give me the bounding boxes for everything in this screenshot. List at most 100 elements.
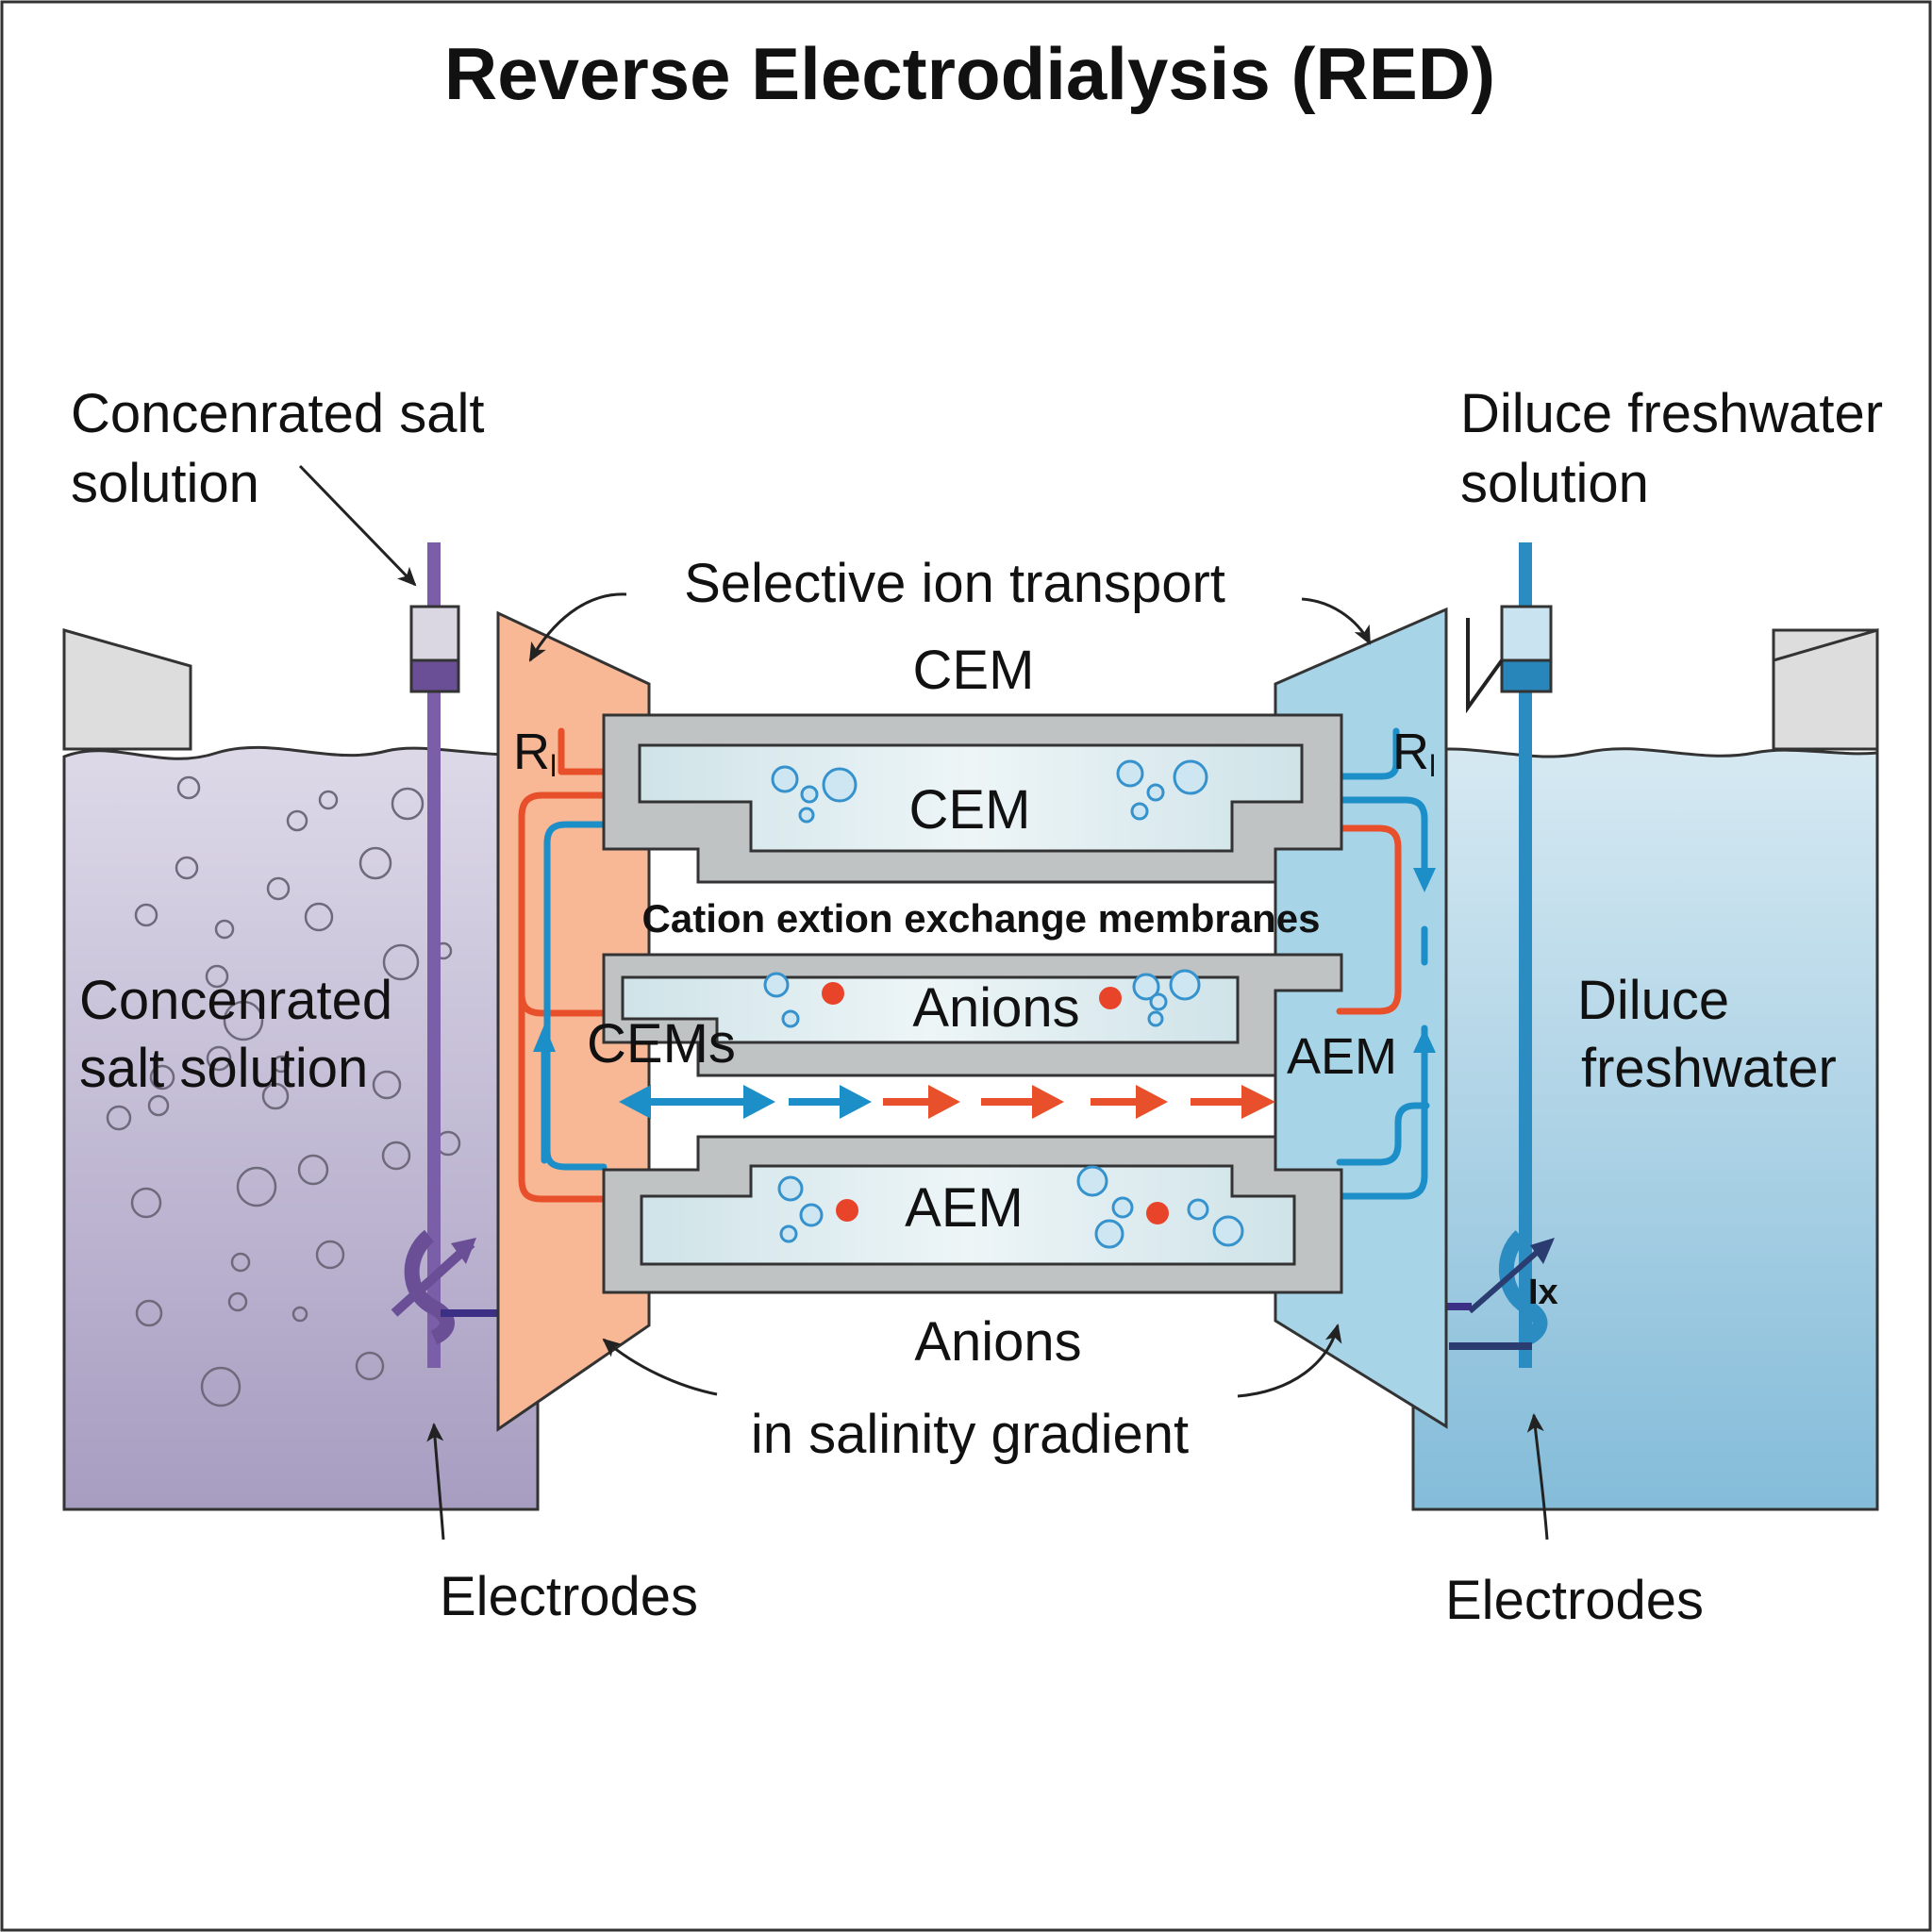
salinity-gradient-label: in salinity gradient bbox=[751, 1404, 1189, 1465]
right-circuit bbox=[1336, 727, 1436, 1200]
salt-bubble bbox=[176, 775, 201, 800]
salt-bubble bbox=[149, 1064, 175, 1091]
cation-bubble bbox=[777, 1175, 804, 1202]
arrow-red-1 bbox=[883, 1085, 960, 1119]
right-electrode bbox=[1340, 542, 1555, 1368]
cation-bubble bbox=[1094, 1219, 1124, 1249]
cation-bubble bbox=[1130, 802, 1149, 821]
anions-bottom-label: Anions bbox=[914, 1311, 1081, 1373]
salt-bubble bbox=[272, 1055, 291, 1074]
left-tank-wall bbox=[62, 628, 192, 751]
salt-bubble bbox=[304, 902, 334, 932]
cation-bubble bbox=[779, 1224, 798, 1243]
cation-bubble bbox=[799, 1203, 824, 1227]
anion-dot bbox=[836, 1199, 858, 1222]
resistor-left-label: Rl bbox=[513, 724, 557, 783]
salt-bubble bbox=[261, 1082, 290, 1110]
ion-transport-arrows bbox=[619, 1085, 1275, 1119]
labels: Concenrated salt solution Diluce freshwa… bbox=[71, 383, 1883, 1631]
salt-bubble bbox=[372, 1070, 402, 1100]
left-source-label-1: Concenrated salt bbox=[71, 383, 484, 444]
anion-dot bbox=[1146, 1202, 1169, 1224]
selective-transport-label: Selective ion transport bbox=[684, 553, 1225, 614]
cation-bubble bbox=[1173, 759, 1208, 795]
salt-bubble bbox=[318, 790, 339, 810]
cems-label: CEMs bbox=[587, 1013, 736, 1074]
diagram-title: Reverse Electrodialysis (RED) bbox=[444, 32, 1495, 115]
leader-electrode-right bbox=[1526, 1413, 1549, 1541]
salt-bubble bbox=[175, 856, 199, 880]
salt-bubble bbox=[206, 1045, 232, 1072]
salt-bubble bbox=[391, 787, 425, 821]
cation-bubble bbox=[1132, 973, 1160, 1001]
arrow-blue bbox=[789, 1085, 872, 1119]
cem-top-label: CEM bbox=[913, 640, 1035, 701]
cation-bubble bbox=[763, 972, 790, 998]
cation-bubble bbox=[771, 765, 799, 793]
left-electrode-rod bbox=[427, 542, 441, 1368]
salt-bubble bbox=[135, 1299, 163, 1327]
arrow-red-4 bbox=[1191, 1085, 1275, 1119]
cation-bubble bbox=[1169, 969, 1201, 1001]
left-electrode-switch bbox=[391, 1240, 475, 1317]
cation-bubble bbox=[798, 807, 815, 824]
electrodes-left-label: Electrodes bbox=[440, 1566, 698, 1627]
cation-bubble bbox=[781, 1009, 800, 1028]
salt-bubble bbox=[134, 903, 158, 927]
cation-membranes-label: Cation extion exchange membranes bbox=[642, 896, 1321, 941]
aem-membrane-bottom bbox=[602, 1135, 1343, 1294]
salt-bubble bbox=[291, 1306, 308, 1323]
salt-bubble bbox=[286, 809, 308, 832]
cation-bubble bbox=[822, 767, 858, 803]
right-electrode-rod bbox=[1519, 542, 1532, 1368]
cation-bubble bbox=[1146, 783, 1165, 802]
cation-bubble bbox=[1187, 1198, 1209, 1221]
salt-bubble bbox=[223, 1000, 264, 1041]
leader-gradient-right bbox=[1237, 1324, 1342, 1398]
salt-bubble bbox=[147, 1094, 170, 1117]
cation-bubble bbox=[1149, 992, 1168, 1011]
salt-bubble bbox=[205, 964, 229, 989]
left-tank-label-1: Concenrated bbox=[79, 970, 392, 1031]
left-tank bbox=[62, 628, 540, 1511]
leader-left-source bbox=[298, 464, 417, 587]
electrodes-right-label: Electrodes bbox=[1445, 1570, 1704, 1631]
salt-bubble bbox=[227, 1291, 248, 1312]
right-source-label-1: Diluce freshwater bbox=[1460, 383, 1883, 444]
salt-bubble bbox=[297, 1154, 329, 1186]
anion-dot bbox=[822, 982, 844, 1005]
aem-right-label: AEM bbox=[1287, 1028, 1397, 1085]
current-right-label: Ix bbox=[1528, 1273, 1558, 1312]
left-tank-label-2: salt solution bbox=[79, 1038, 368, 1099]
cation-bubble bbox=[1111, 1196, 1134, 1219]
salt-bubble bbox=[355, 1351, 385, 1381]
leader-selective-left bbox=[528, 592, 627, 662]
arrow-blue-double bbox=[619, 1085, 775, 1119]
right-tank-label-2: freshwater bbox=[1581, 1038, 1837, 1099]
dilute-solution bbox=[1411, 747, 1879, 1511]
salt-bubble bbox=[381, 1141, 411, 1171]
cation-bubble bbox=[1147, 1010, 1164, 1027]
salt-bubble bbox=[358, 846, 392, 880]
resistor-right-label: Rl bbox=[1392, 724, 1436, 783]
right-electrode-switch bbox=[1468, 1241, 1549, 1314]
left-circuit bbox=[518, 727, 608, 1203]
left-source-label-2: solution bbox=[71, 453, 259, 514]
salt-bubble bbox=[315, 1240, 345, 1270]
salt-bubble bbox=[200, 1366, 242, 1407]
ions bbox=[763, 759, 1244, 1249]
aem-inner-label: AEM bbox=[905, 1177, 1024, 1239]
right-tank-wall bbox=[1772, 628, 1879, 751]
arrow-red-2 bbox=[981, 1085, 1064, 1119]
salt-bubble bbox=[130, 1187, 162, 1219]
anion-dot bbox=[1099, 987, 1122, 1009]
leader-lines bbox=[298, 464, 1549, 1541]
salt-bubble bbox=[214, 919, 235, 940]
salt-bubble bbox=[382, 943, 420, 981]
leader-electrode-left bbox=[426, 1423, 445, 1541]
salt-bubble bbox=[106, 1105, 132, 1131]
cem-inner-label: CEM bbox=[909, 779, 1031, 841]
